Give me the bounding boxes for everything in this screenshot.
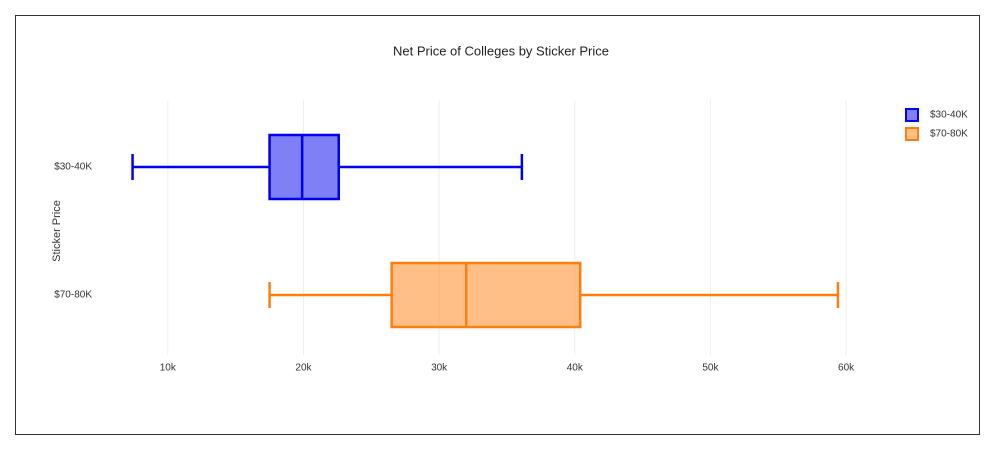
legend-label[interactable]: $30-40K [930, 110, 968, 121]
x-tick-label: 30k [431, 363, 448, 374]
x-tick-label: 10k [160, 363, 177, 374]
legend-swatch[interactable] [905, 127, 919, 141]
box [390, 261, 582, 329]
x-tick-label: 50k [702, 363, 719, 374]
x-tick-label: 60k [838, 363, 855, 374]
y-axis-label: Sticker Price [51, 200, 63, 262]
x-tick-label: 40k [567, 363, 584, 374]
legend-label[interactable]: $70-80K [930, 129, 968, 140]
y-tick-label: $30-40K [54, 162, 92, 173]
frame [15, 15, 980, 435]
legend-swatch[interactable] [905, 108, 919, 122]
y-tick-label: $70-80K [54, 290, 92, 301]
box [268, 133, 340, 201]
chart-title: Net Price of Colleges by Sticker Price [393, 43, 609, 58]
x-tick-label: 20k [295, 363, 312, 374]
